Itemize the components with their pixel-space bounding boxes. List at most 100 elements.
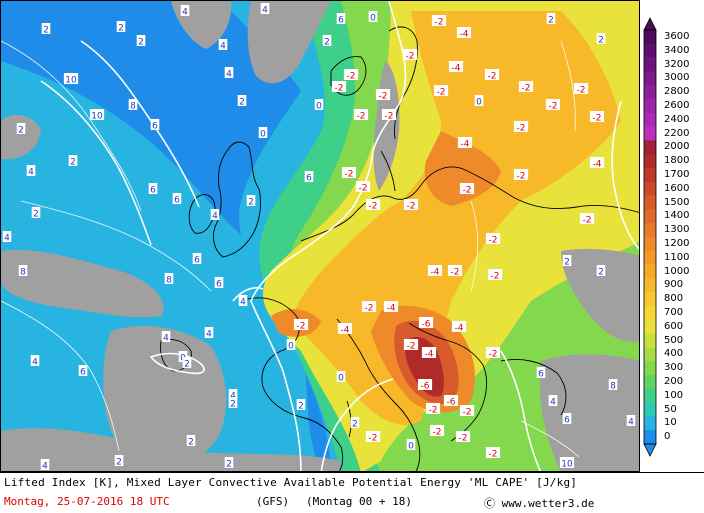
legend-label: 1700 xyxy=(664,168,690,180)
legend-swatch xyxy=(644,264,656,279)
svg-text:-6: -6 xyxy=(422,320,431,330)
svg-text:-2: -2 xyxy=(407,202,416,212)
svg-text:4: 4 xyxy=(226,70,232,80)
svg-text:4: 4 xyxy=(206,330,212,340)
li-label: 2 xyxy=(350,417,360,430)
li-label: 2 xyxy=(116,21,126,34)
legend-arrow-top xyxy=(643,17,657,31)
li-label-negative: -2 xyxy=(545,99,561,112)
svg-text:-2: -2 xyxy=(463,408,472,418)
li-label: 2 xyxy=(136,35,146,48)
legend-swatch xyxy=(644,195,656,210)
li-label: 4 xyxy=(218,39,228,52)
li-label-negative: -2 xyxy=(293,319,309,332)
legend-label: 1100 xyxy=(664,251,690,263)
svg-text:2: 2 xyxy=(298,402,304,412)
legend-label: 2000 xyxy=(664,141,690,153)
svg-text:0: 0 xyxy=(476,98,482,108)
li-label: 6 xyxy=(536,367,546,380)
li-label-negative: -2 xyxy=(485,233,501,246)
li-label: 6 xyxy=(192,253,202,266)
svg-text:4: 4 xyxy=(212,212,218,222)
legend-swatch xyxy=(644,71,656,86)
li-label: 2 xyxy=(546,13,556,26)
svg-text:-2: -2 xyxy=(369,202,378,212)
no-cape-area-iberia xyxy=(103,326,227,468)
legend-swatch xyxy=(644,292,656,307)
svg-text:-2: -2 xyxy=(517,124,526,134)
svg-text:-2: -2 xyxy=(459,434,468,444)
li-contours-thin xyxy=(1,40,580,458)
li-label: 4 xyxy=(228,389,238,402)
svg-text:2: 2 xyxy=(70,158,76,168)
li-label-negative: -2 xyxy=(513,169,529,182)
li-label-negative: -2 xyxy=(355,181,371,194)
svg-text:6: 6 xyxy=(538,370,544,380)
li-label-negative: -2 xyxy=(381,109,397,122)
svg-text:-2: -2 xyxy=(549,102,558,112)
li-label: 2 xyxy=(31,207,41,220)
li-label: 6 xyxy=(172,193,182,206)
svg-text:0: 0 xyxy=(370,14,376,24)
weather-map: 2 4 4 6 0 -2 -4 2 2 2 2 4 2 -2 -2 -4 -2 -2 10 10 8 6 4 2 0 0 -2 -2-… xyxy=(0,0,640,472)
legend-swatch xyxy=(644,278,656,293)
li-label-negative: -2 xyxy=(484,69,500,82)
li-label: 2 xyxy=(237,95,247,108)
li-label: 6 xyxy=(78,365,88,378)
li-label: 0 xyxy=(286,339,296,352)
li-label-negative: -2 xyxy=(579,213,595,226)
svg-text:2: 2 xyxy=(118,24,124,34)
li-label: 8 xyxy=(18,265,28,278)
li-label-negative: -2 xyxy=(485,447,501,460)
cape-band-900 xyxy=(291,11,621,425)
legend-label: 1500 xyxy=(664,196,690,208)
svg-text:-2: -2 xyxy=(435,18,444,28)
li-label: 4 xyxy=(2,231,12,244)
li-label: 4 xyxy=(30,355,40,368)
legend-swatch xyxy=(644,112,656,127)
svg-text:2: 2 xyxy=(33,210,39,220)
svg-text:-4: -4 xyxy=(460,30,469,40)
legend-swatch xyxy=(644,333,656,348)
caption-valid-time: Montag, 25-07-2016 18 UTC xyxy=(4,495,170,508)
li-label: 10 xyxy=(559,457,575,470)
legend-label: 1400 xyxy=(664,210,690,222)
svg-text:-2: -2 xyxy=(437,88,446,98)
li-label: 6 xyxy=(214,277,224,290)
legend-swatch xyxy=(644,223,656,238)
li-label-negative: -2 xyxy=(402,49,418,62)
li-label-negative: -4 xyxy=(457,137,473,150)
legend-label: 1300 xyxy=(664,224,690,236)
svg-text:-6: -6 xyxy=(421,382,430,392)
svg-text:-4: -4 xyxy=(452,64,461,74)
li-label: 6 xyxy=(150,119,160,132)
svg-text:4: 4 xyxy=(230,392,236,402)
li-label: 2 xyxy=(596,33,606,46)
svg-text:0: 0 xyxy=(288,342,294,352)
legend-label: 100 xyxy=(664,389,684,401)
svg-text:4: 4 xyxy=(28,168,34,178)
legend-swatch xyxy=(644,85,656,100)
svg-text:2: 2 xyxy=(598,36,604,46)
li-label: 4 xyxy=(180,5,190,18)
li-label: 4 xyxy=(626,415,636,428)
li-label-negative: -6 xyxy=(418,317,434,330)
legend-swatch xyxy=(644,43,656,58)
svg-text:6: 6 xyxy=(152,122,158,132)
li-label: 0 xyxy=(258,127,268,140)
svg-text:-4: -4 xyxy=(387,304,396,314)
svg-text:2: 2 xyxy=(324,38,330,48)
svg-text:6: 6 xyxy=(306,174,312,184)
caption-run: (Montag 00 + 18) xyxy=(306,495,412,508)
legend-label: 1600 xyxy=(664,182,690,194)
svg-text:0: 0 xyxy=(316,102,322,112)
li-label: 2 xyxy=(68,155,78,168)
li-label-negative: -2 xyxy=(365,431,381,444)
svg-text:-2: -2 xyxy=(407,342,416,352)
legend-label: 50 xyxy=(664,403,677,415)
svg-text:4: 4 xyxy=(240,298,246,308)
svg-text:4: 4 xyxy=(182,8,188,18)
svg-text:-4: -4 xyxy=(461,140,470,150)
svg-text:6: 6 xyxy=(216,280,222,290)
svg-text:-2: -2 xyxy=(489,236,498,246)
